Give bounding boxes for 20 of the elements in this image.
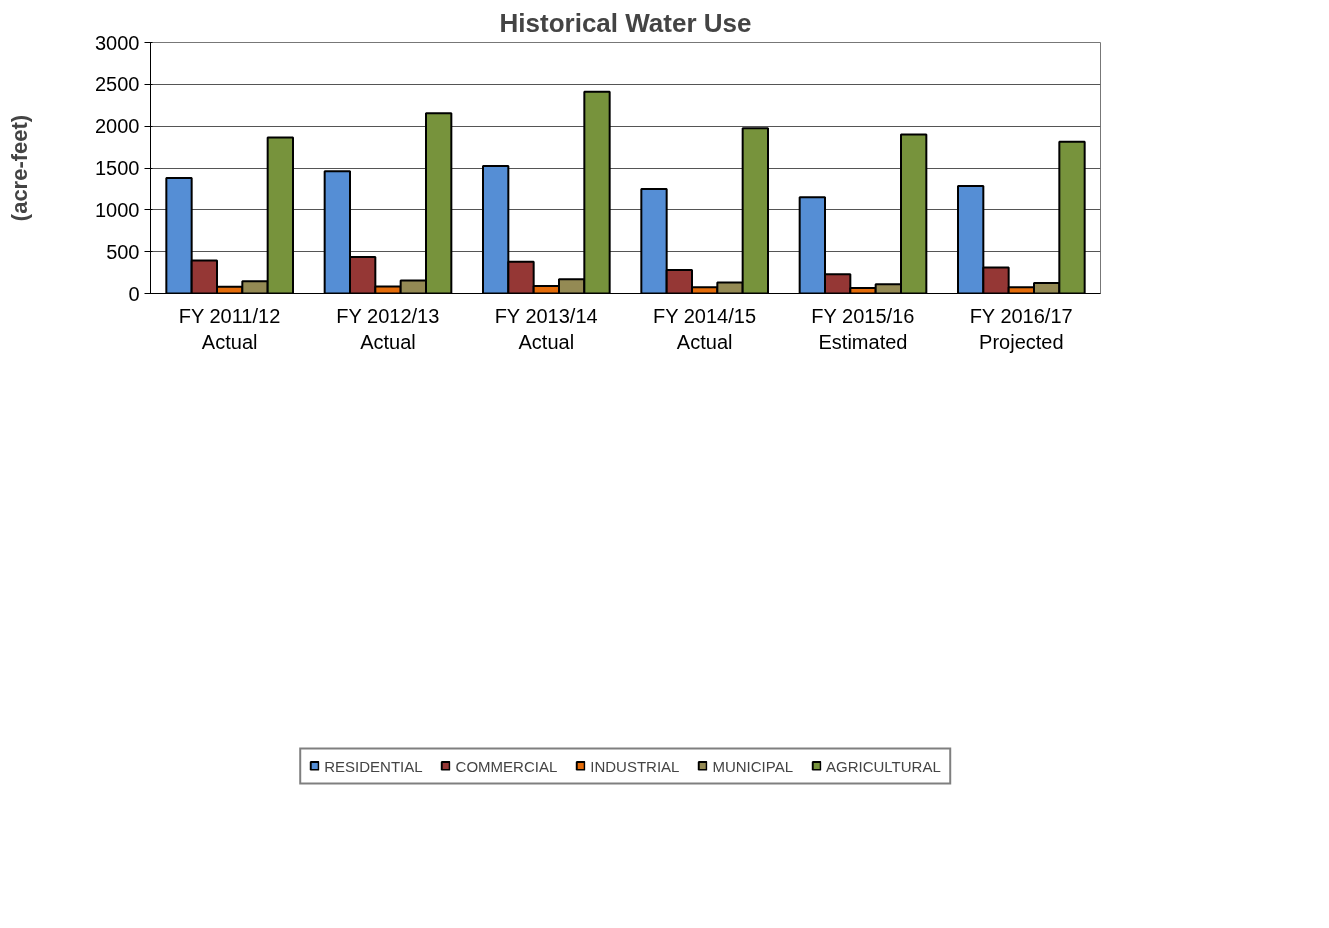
legend-label: COMMERCIAL xyxy=(455,757,558,775)
chart-title: Historical Water Use xyxy=(499,7,752,38)
x-tick-label: FY 2013/14 Actual xyxy=(494,304,598,353)
x-tick-label: FY 2012/13 Actual xyxy=(336,304,440,353)
x-tick-label: FY 2011/12 Actual xyxy=(178,304,281,353)
legend-label: MUNICIPAL xyxy=(712,757,794,775)
legend-label: RESIDENTIAL xyxy=(324,757,423,775)
x-tick-label: FY 2015/16 Estimated xyxy=(811,304,915,353)
x-tick-label: FY 2014/15 Actual xyxy=(652,304,757,353)
legend-label: AGRICULTURAL xyxy=(826,757,941,775)
x-tick-label: FY 2016/17 Projected xyxy=(969,304,1073,353)
y-tick-label: 500 xyxy=(106,240,140,263)
y-tick-label: 0 xyxy=(128,282,140,305)
y-tick-label: 1000 xyxy=(95,198,140,221)
y-axis-title: (acre-feet) xyxy=(7,114,33,222)
legend-label: INDUSTRIAL xyxy=(590,757,680,775)
y-tick-label: 3000 xyxy=(95,31,140,54)
y-tick-label: 1500 xyxy=(95,157,140,179)
y-tick-label: 2500 xyxy=(95,73,140,96)
y-tick-label: 2000 xyxy=(95,115,140,138)
